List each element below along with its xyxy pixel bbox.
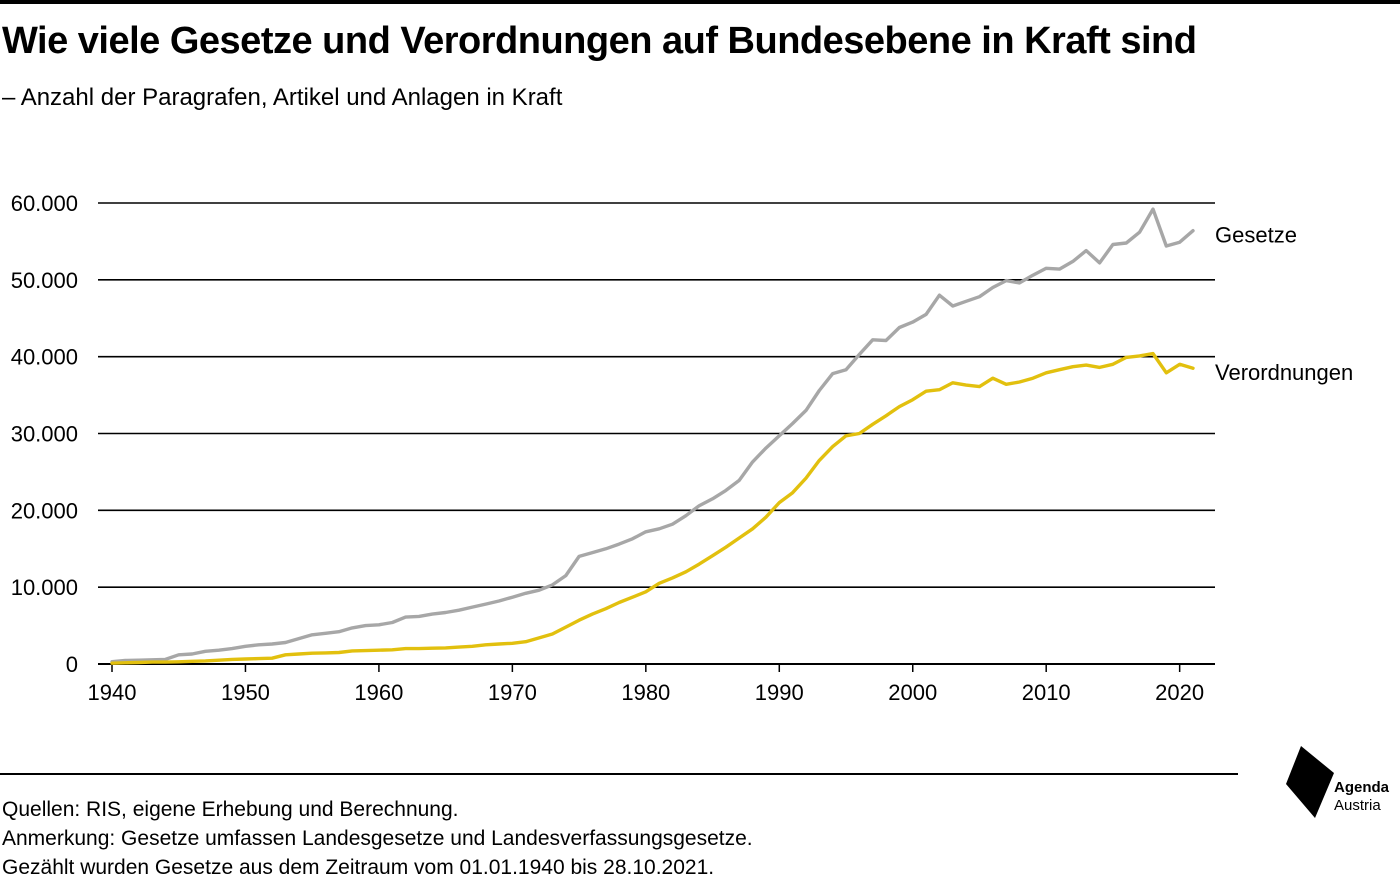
x-axis-tick-labels: 1940 1950 1960 1970 1980 1990 2000 2010 2020 xyxy=(88,664,1204,705)
series-line-verordnungen xyxy=(110,351,1195,665)
logo-word-agenda: Agenda xyxy=(1334,779,1390,796)
line-chart: 0 10.000 20.000 30.000 40.000 50.000 60.000 19… xyxy=(11,191,1354,705)
remark-note: Anmerkung: Gesetze umfassen Landesgesetz… xyxy=(2,827,753,850)
x-tick-label: 2020 xyxy=(1155,680,1204,705)
series-lines xyxy=(110,207,1195,665)
y-tick-label: 40.000 xyxy=(11,345,78,370)
footnotes: Quellen: RIS, eigene Erhebung und Berech… xyxy=(2,795,753,882)
chart-subtitle: – Anzahl der Paragrafen, Artikel und Anl… xyxy=(2,84,563,111)
y-tick-label: 50.000 xyxy=(11,268,78,293)
top-rule xyxy=(0,0,1400,4)
logo-word-austria: Austria xyxy=(1334,797,1381,814)
footer-rule xyxy=(0,773,1238,775)
y-tick-label: 60.000 xyxy=(11,191,78,216)
x-tick-label: 2010 xyxy=(1022,680,1071,705)
x-tick-label: 1950 xyxy=(221,680,270,705)
y-tick-label: 20.000 xyxy=(11,498,78,523)
x-tick-label: 2000 xyxy=(888,680,937,705)
y-tick-label: 10.000 xyxy=(11,575,78,600)
x-tick-label: 1980 xyxy=(621,680,670,705)
gridlines xyxy=(98,202,1215,665)
chart-title: Wie viele Gesetze und Verordnungen auf B… xyxy=(2,20,1197,62)
x-tick-label: 1960 xyxy=(354,680,403,705)
y-axis-tick-labels: 0 10.000 20.000 30.000 40.000 50.000 60.000 xyxy=(11,191,78,677)
series-labels: Gesetze Verordnungen xyxy=(1215,223,1353,386)
source-note: Quellen: RIS, eigene Erhebung und Berech… xyxy=(2,798,459,821)
agenda-austria-logo: Agenda Austria xyxy=(1284,744,1400,820)
agenda-austria-logo-icon xyxy=(1286,746,1334,818)
series-label-verordnungen: Verordnungen xyxy=(1215,360,1353,385)
series-label-gesetze: Gesetze xyxy=(1215,223,1297,248)
period-note: Gezählt wurden Gesetze aus dem Zeitraum … xyxy=(2,856,715,879)
x-tick-label: 1940 xyxy=(88,680,137,705)
x-tick-label: 1970 xyxy=(488,680,537,705)
series-line-gesetze xyxy=(110,207,1195,664)
y-tick-label: 30.000 xyxy=(11,422,78,447)
y-tick-label: 0 xyxy=(66,652,78,677)
x-tick-label: 1990 xyxy=(755,680,804,705)
